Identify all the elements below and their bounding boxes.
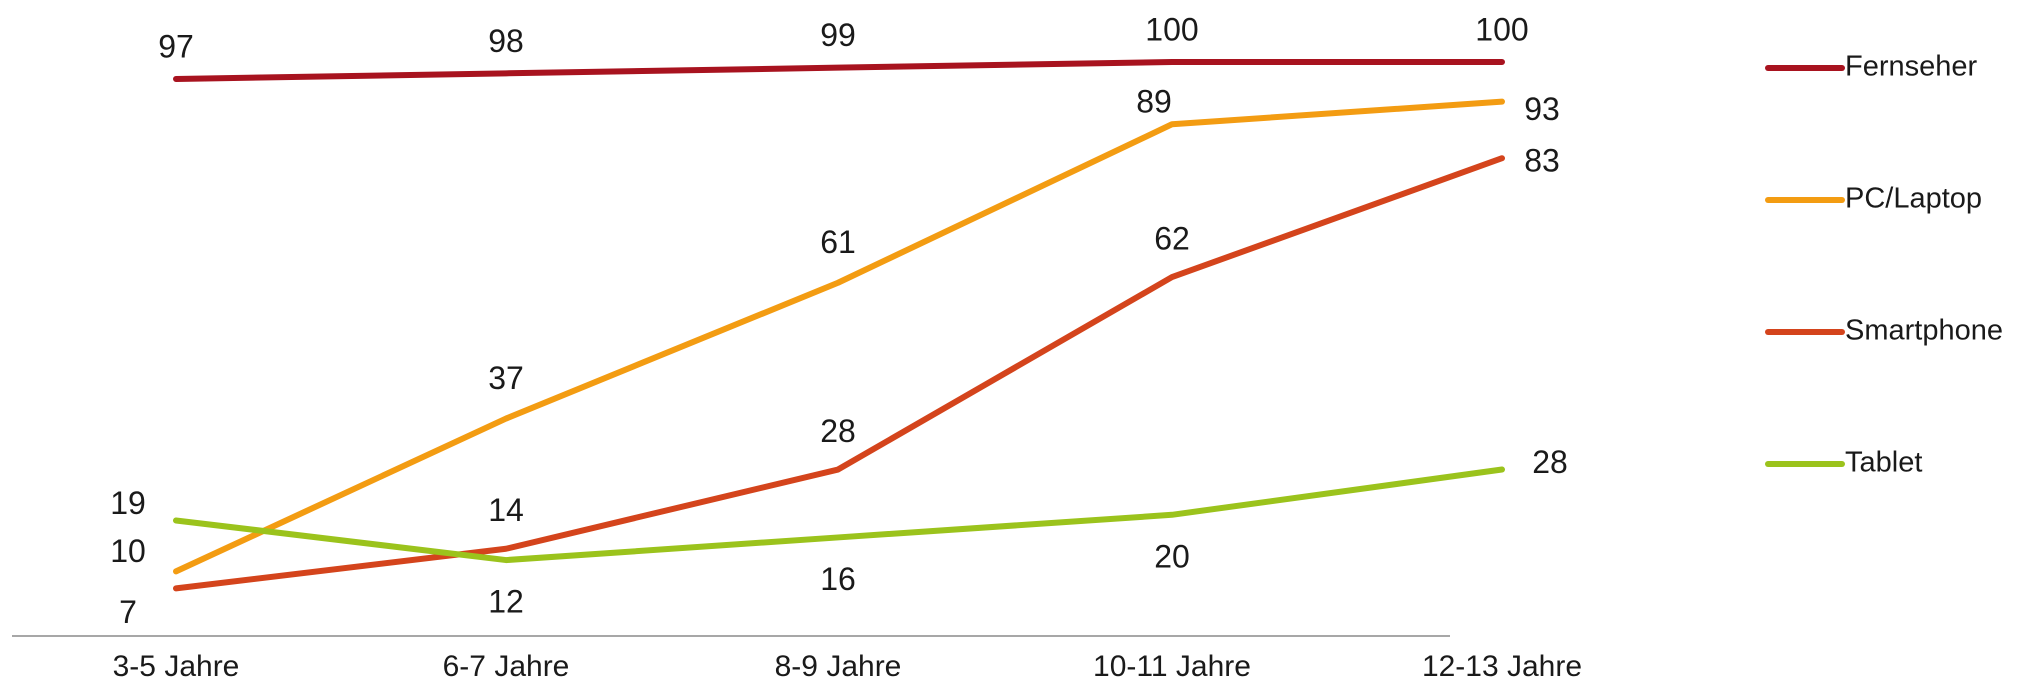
- data-label-smartphone-4: 83: [1524, 143, 1560, 179]
- data-label-fernseher-3: 100: [1145, 11, 1198, 47]
- data-label-smartphone-0: 7: [119, 594, 137, 630]
- data-label-smartphone-3: 62: [1154, 221, 1190, 257]
- x-tick-label-0: 3-5 Jahre: [113, 650, 240, 683]
- legend-label-tablet: Tablet: [1845, 447, 1922, 479]
- data-label-tablet-4: 28: [1532, 444, 1568, 480]
- legend-label-smartphone: Smartphone: [1845, 315, 2003, 347]
- data-label-smartphone-2: 28: [820, 413, 856, 449]
- data-label-fernseher-0: 97: [158, 28, 194, 64]
- data-label-pc-laptop-2: 61: [820, 224, 856, 260]
- series-line-smartphone: [173, 155, 1505, 592]
- x-tick-label-3: 10-11 Jahre: [1093, 650, 1251, 683]
- data-label-layer: 97 98 99 100 100 10 37 61 89 93 7 14 28 62 83 19 12 16 20 2…: [110, 11, 1568, 629]
- data-label-fernseher-2: 99: [820, 17, 856, 53]
- series-layer: [173, 59, 1505, 592]
- data-label-smartphone-1: 14: [488, 492, 524, 528]
- x-tick-layer: 3-5 Jahre 6-7 Jahre 8-9 Jahre 10-11 Jahre 12…: [113, 650, 1582, 683]
- data-label-tablet-3: 20: [1154, 538, 1190, 574]
- data-label-pc-laptop-3: 89: [1136, 84, 1172, 120]
- data-label-fernseher-4: 100: [1475, 11, 1528, 47]
- legend: Fernseher PC/Laptop Smartphone Tablet: [1765, 51, 2003, 479]
- data-label-pc-laptop-1: 37: [488, 360, 524, 396]
- series-line-tablet: [173, 466, 1505, 564]
- x-tick-label-2: 8-9 Jahre: [775, 650, 902, 683]
- series-line-pc-laptop: [173, 98, 1505, 575]
- x-tick-label-4: 12-13 Jahre: [1422, 650, 1582, 683]
- data-label-tablet-2: 16: [820, 561, 856, 597]
- x-tick-label-1: 6-7 Jahre: [443, 650, 570, 683]
- data-label-pc-laptop-4: 93: [1524, 91, 1560, 127]
- data-label-tablet-1: 12: [488, 584, 524, 620]
- series-line-fernseher: [173, 59, 1505, 82]
- data-label-tablet-0: 19: [110, 485, 146, 521]
- data-label-pc-laptop-0: 10: [110, 533, 146, 569]
- legend-label-pc-laptop: PC/Laptop: [1845, 183, 1982, 215]
- legend-label-fernseher: Fernseher: [1845, 51, 1978, 83]
- data-label-fernseher-1: 98: [488, 23, 524, 59]
